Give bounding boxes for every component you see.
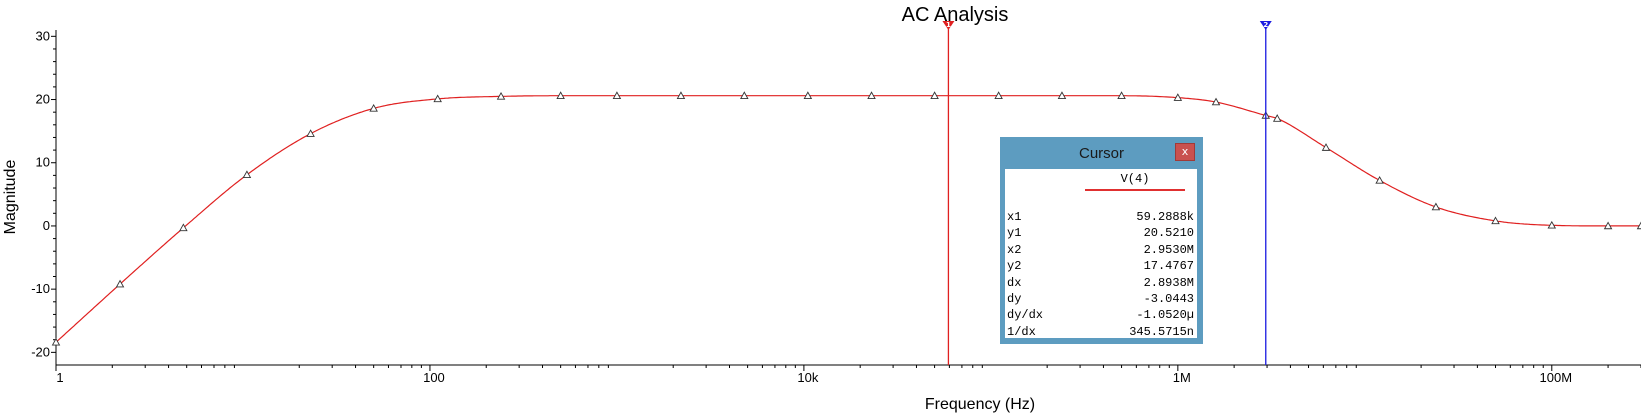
cursor-row-key: dx xyxy=(1007,275,1022,290)
cursor-row-y2: y2 17.4767 xyxy=(1005,258,1197,274)
data-point-marker xyxy=(1057,91,1067,99)
data-point-marker xyxy=(51,337,61,346)
data-point-marker xyxy=(1211,97,1221,106)
y-tick-label: -20 xyxy=(31,344,50,359)
cursor-window[interactable]: Cursor x V(4) x1 59.2888k y1 20.5210 x2 2.9… xyxy=(1000,137,1203,344)
series-color-swatch xyxy=(1085,189,1185,191)
y-tick-label: 10 xyxy=(36,155,50,170)
cursor-row-x1: x1 59.2888k xyxy=(1005,209,1197,225)
cursor-window-title: Cursor xyxy=(1078,145,1124,162)
y-tick-label: -10 xyxy=(31,281,50,296)
cursor-row-value: -1.0520µ xyxy=(1136,308,1194,323)
data-point-marker xyxy=(556,91,565,99)
x-tick-label: 100 xyxy=(423,370,445,385)
data-point-marker xyxy=(179,223,188,232)
data-point-marker xyxy=(1375,176,1384,184)
data-point-marker xyxy=(1431,202,1441,211)
cursor-row-value: 345.5715n xyxy=(1129,324,1194,339)
cursor-row-value: -3.0443 xyxy=(1143,291,1194,306)
cursor-value-list: x1 59.2888k y1 20.5210 x2 2.9530M y2 17.4767… xyxy=(1005,209,1197,340)
cursor-row-key: y2 xyxy=(1007,259,1022,274)
data-point-marker xyxy=(803,91,813,99)
cursor-row-key: dy xyxy=(1007,291,1022,306)
cursor-row-value: 2.8938M xyxy=(1143,275,1194,290)
x-axis-label: Frequency (Hz) xyxy=(925,396,1035,413)
cursor-row-key: dy/dx xyxy=(1007,308,1044,323)
data-point-marker xyxy=(1547,220,1557,229)
data-point-marker xyxy=(740,91,749,99)
data-point-marker xyxy=(930,91,939,99)
data-point-marker xyxy=(676,91,686,99)
data-point-marker xyxy=(496,91,506,100)
data-point-marker xyxy=(1603,221,1613,230)
series-line xyxy=(55,95,1640,343)
cursor-row-key: x2 xyxy=(1007,242,1022,257)
data-point-marker xyxy=(867,91,876,99)
close-button[interactable]: x xyxy=(1175,143,1195,161)
cursor-row-value: 59.2888k xyxy=(1136,210,1194,224)
cursor-row-value: 2.9530M xyxy=(1143,242,1194,257)
cursor-window-titlebar[interactable]: Cursor x xyxy=(1000,137,1203,169)
cursor-row-x2: x2 2.9530M xyxy=(1005,242,1197,258)
data-point-marker xyxy=(1636,221,1641,230)
y-tick-label: 30 xyxy=(36,28,50,43)
cursor-row-value: 20.5210 xyxy=(1143,226,1194,241)
data-point-marker xyxy=(1173,93,1183,101)
cursor-series-name: V(4) xyxy=(1120,172,1150,186)
cursor-row-dx: dx 2.8938M xyxy=(1005,275,1197,291)
series-layer xyxy=(51,91,1641,346)
y-tick-label: 0 xyxy=(43,218,50,233)
cursor-readout: V(4) x1 59.2888k y1 20.5210 x2 2.9530M y2 17… xyxy=(1005,169,1197,340)
cursor-row-inv-dx: 1/dx 345.5715n xyxy=(1005,324,1197,340)
cursor-row-dy: dy -3.0443 xyxy=(1005,291,1197,307)
x-tick-label: 10k xyxy=(797,370,818,385)
x-tick-label: 1 xyxy=(56,370,63,385)
cursor-2-label: 2 xyxy=(1263,21,1268,29)
cursor-2-handle xyxy=(1259,21,1272,30)
data-point-marker xyxy=(1272,114,1282,122)
cursor-row-y1: y1 20.5210 xyxy=(1005,225,1197,241)
data-point-marker xyxy=(612,91,622,99)
data-point-marker xyxy=(1491,216,1500,225)
data-point-marker xyxy=(433,94,442,103)
data-point-marker xyxy=(242,170,252,178)
chart-title: AC Analysis xyxy=(902,4,1009,26)
cursor-row-key: y1 xyxy=(1007,226,1022,241)
cursor-row-key: x1 xyxy=(1007,210,1022,224)
data-point-marker xyxy=(369,103,378,112)
cursor-row-value: 17.4767 xyxy=(1143,259,1194,274)
y-tick-label: 20 xyxy=(36,92,50,107)
data-point-marker xyxy=(115,279,125,288)
cursor-1-label: 1 xyxy=(946,21,951,29)
data-point-marker xyxy=(1117,91,1126,99)
cursor-row-dydx: dy/dx -1.0520µ xyxy=(1005,307,1197,323)
cursor-1-handle xyxy=(942,21,955,30)
data-point-marker xyxy=(1321,143,1331,151)
y-ticks: -20 -10 0 10 20 30 xyxy=(31,28,56,359)
x-ticks: 1 100 10k 1M 100M xyxy=(55,365,1641,385)
x-tick-label: 1M xyxy=(1173,370,1191,385)
y-axis-label: Magnitude xyxy=(2,160,19,235)
cursor-row-key: 1/dx xyxy=(1007,324,1036,339)
data-point-marker xyxy=(306,129,315,137)
x-tick-label: 100M xyxy=(1540,370,1573,385)
data-point-marker xyxy=(994,91,1003,99)
